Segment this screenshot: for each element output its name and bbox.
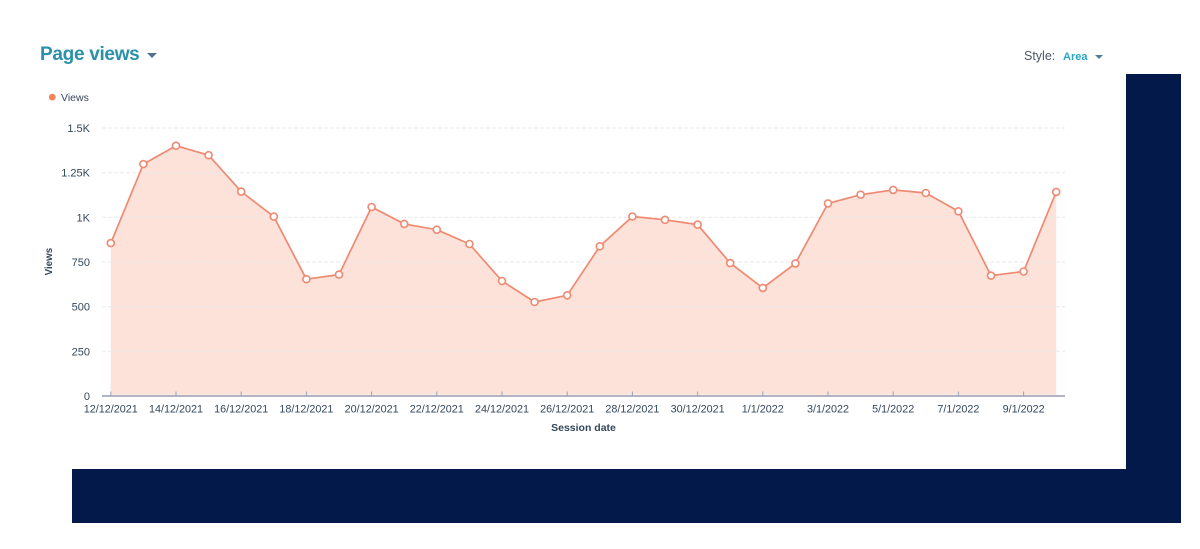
svg-text:3/1/2022: 3/1/2022 — [807, 404, 849, 416]
svg-text:12/12/2021: 12/12/2021 — [84, 404, 138, 416]
svg-text:30/12/2021: 30/12/2021 — [671, 404, 725, 416]
svg-text:0: 0 — [84, 391, 90, 403]
svg-text:16/12/2021: 16/12/2021 — [214, 404, 268, 416]
svg-text:28/12/2021: 28/12/2021 — [605, 404, 659, 416]
svg-text:1.5K: 1.5K — [67, 123, 90, 135]
svg-text:24/12/2021: 24/12/2021 — [475, 404, 529, 416]
svg-text:250: 250 — [72, 346, 90, 358]
svg-text:750: 750 — [72, 257, 90, 269]
svg-text:26/12/2021: 26/12/2021 — [540, 404, 594, 416]
svg-text:Views: Views — [61, 92, 89, 104]
svg-text:20/12/2021: 20/12/2021 — [345, 404, 399, 416]
svg-text:500: 500 — [72, 302, 90, 314]
svg-text:Views: Views — [44, 247, 55, 275]
svg-text:1/1/2022: 1/1/2022 — [742, 404, 784, 416]
svg-text:18/12/2021: 18/12/2021 — [279, 404, 333, 416]
svg-text:9/1/2022: 9/1/2022 — [1003, 404, 1045, 416]
svg-text:Session date: Session date — [551, 422, 616, 434]
svg-text:7/1/2022: 7/1/2022 — [937, 404, 979, 416]
svg-text:14/12/2021: 14/12/2021 — [149, 404, 203, 416]
svg-text:22/12/2021: 22/12/2021 — [410, 404, 464, 416]
svg-text:5/1/2022: 5/1/2022 — [872, 404, 914, 416]
svg-text:1K: 1K — [77, 212, 91, 224]
svg-text:1.25K: 1.25K — [61, 168, 90, 180]
